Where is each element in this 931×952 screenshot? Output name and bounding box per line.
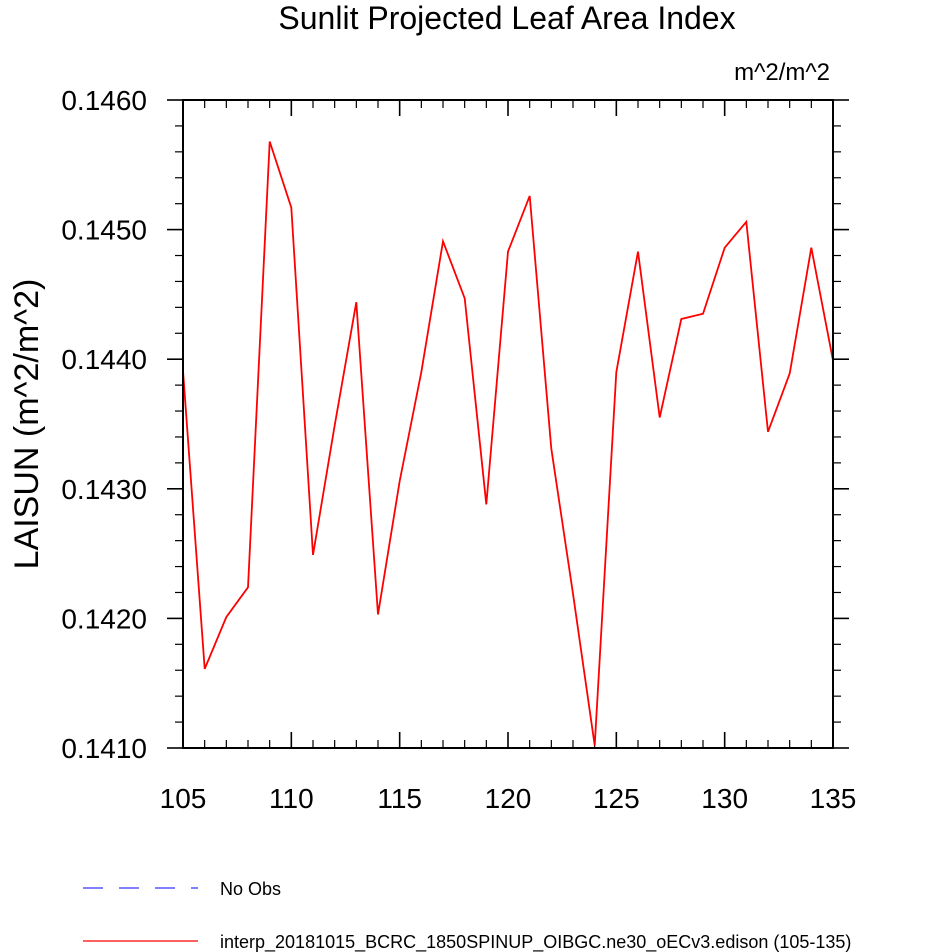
x-tick-label: 110 (269, 783, 314, 814)
legend-label-no-obs: No Obs (220, 879, 281, 899)
x-tick-label: 120 (485, 783, 532, 814)
y-axis-label: LAISUN (m^2/m^2) (8, 279, 46, 570)
y-tick-label: 0.1460 (61, 85, 147, 116)
legend: No Obs interp_20181015_BCRC_1850SPINUP_O… (83, 879, 851, 952)
x-tick-label: 130 (701, 783, 748, 814)
y-tick-label: 0.1440 (61, 344, 147, 375)
plot-frame (182, 99, 834, 749)
legend-label-model: interp_20181015_BCRC_1850SPINUP_OIBGC.ne… (220, 932, 851, 952)
y-tick-label: 0.1430 (61, 474, 147, 505)
x-tick-label: 125 (593, 783, 640, 814)
x-tick-label: 105 (160, 783, 207, 814)
x-tick-label: 115 (377, 783, 422, 814)
y-tick-label: 0.1410 (61, 733, 147, 764)
y-tick-labels: 0.1410 0.1420 0.1430 0.1440 0.1450 0.1460 (61, 85, 147, 764)
chart-title: Sunlit Projected Leaf Area Index (278, 0, 735, 36)
y-tick-label: 0.1420 (61, 603, 147, 634)
y-tick-label: 0.1450 (61, 215, 147, 246)
series-line-0 (182, 141, 834, 746)
x-tick-label: 135 (810, 783, 857, 814)
units-label: m^2/m^2 (734, 59, 830, 86)
x-tick-labels: 105 110 115 120 125 130 135 (160, 783, 857, 814)
series-layer (182, 141, 834, 746)
axis-ticks (167, 99, 849, 749)
